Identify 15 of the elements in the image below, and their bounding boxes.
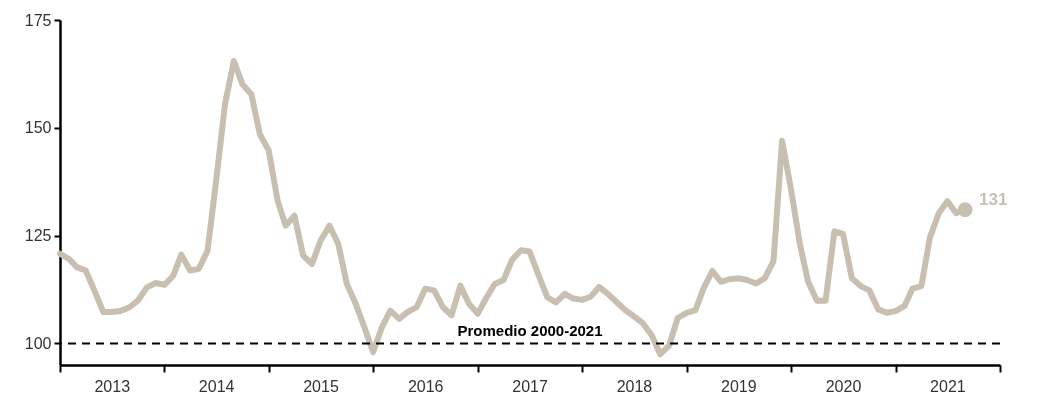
x-tick-label: 2015	[303, 377, 339, 395]
y-tick-label: 150	[24, 119, 52, 137]
x-tick-label: 2013	[94, 377, 131, 395]
x-tick-label: 2020	[825, 377, 862, 395]
ref-line-label: Promedio 2000-2021	[457, 322, 603, 340]
x-tick-label: 2019	[721, 377, 757, 395]
x-tick-label: 2018	[616, 377, 653, 395]
x-tick-label: 2014	[198, 377, 235, 395]
data-label: 131	[979, 189, 1008, 209]
x-tick-label: 2021	[930, 377, 966, 395]
x-tick-label: 2017	[512, 377, 548, 395]
y-tick-label: 175	[24, 11, 52, 29]
y-tick-label: 100	[24, 334, 52, 352]
y-tick-label: 125	[24, 227, 52, 245]
x-tick-label: 2016	[407, 377, 444, 395]
